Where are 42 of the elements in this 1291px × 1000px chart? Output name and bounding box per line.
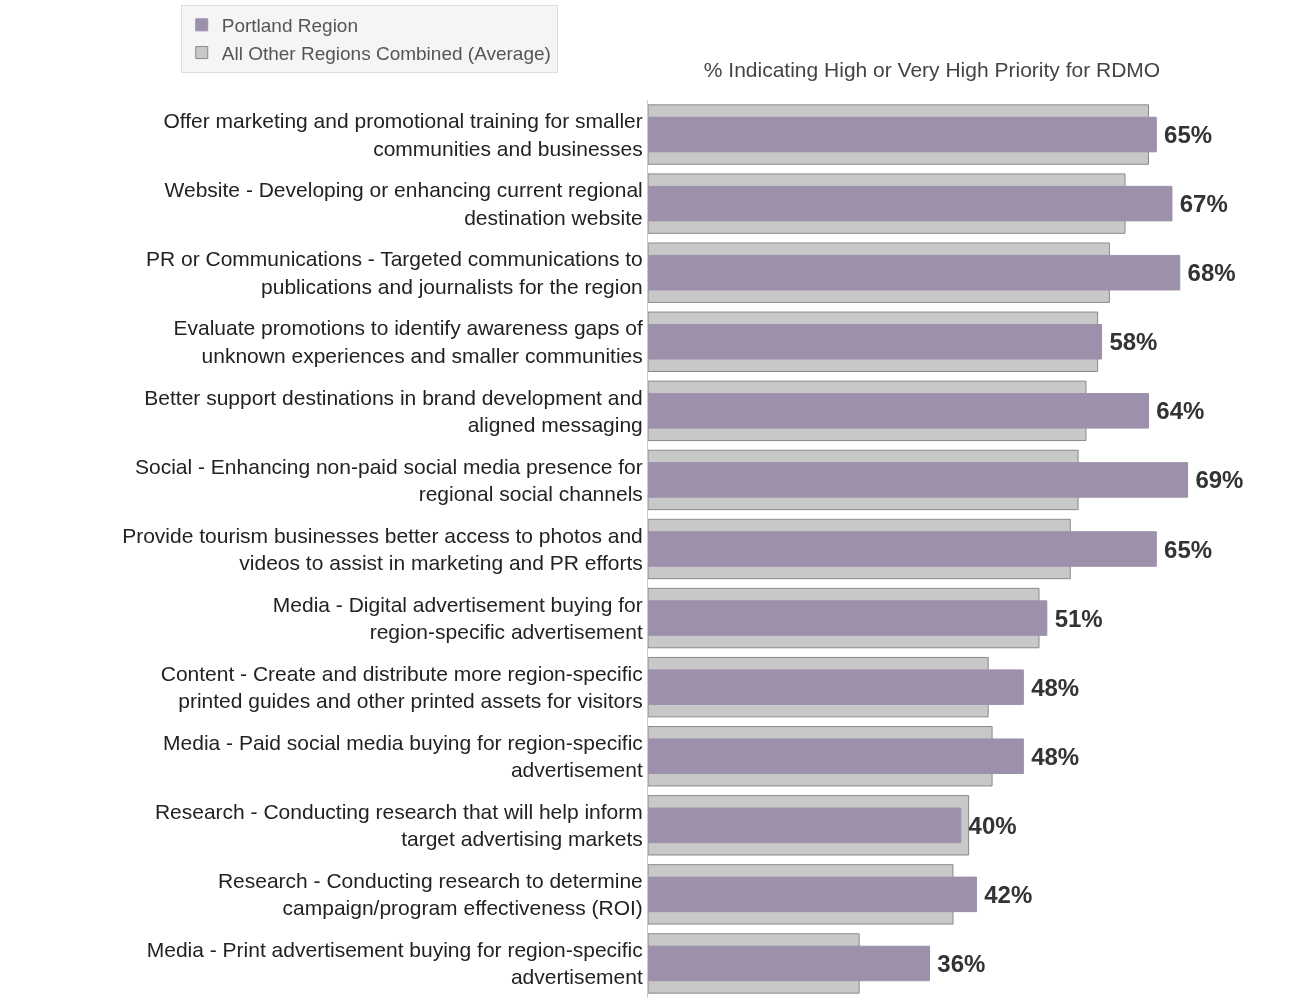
y-tick-label: Provide tourism businesses better access to photos and videos to assist in marketing and PR efforts — [122, 523, 643, 574]
data-label: 40% — [963, 811, 1017, 839]
data-label: 68% — [1182, 259, 1236, 287]
data-label: 67% — [1174, 190, 1228, 218]
bar — [648, 738, 1024, 774]
bar — [648, 185, 1173, 222]
y-tick-label: Content - Create and distribute more region-specific printed guides and other printed assets for visitors — [160, 661, 643, 713]
data-label: 42% — [979, 880, 1033, 908]
data-label: 65% — [1159, 121, 1213, 149]
y-tick-label: Research - Conducting research to determine campaign/program effectiveness (ROI) — [217, 869, 643, 920]
y-tick-label: Offer marketing and promotional training for smaller communities and businesses — [163, 109, 643, 160]
y-tick-label: Website - Developing or enhancing current regional destination website — [164, 178, 643, 229]
bar — [648, 807, 962, 844]
bar — [648, 393, 1149, 429]
y-tick-label: Media - Print advertisement buying for region-specific advertisement — [146, 938, 643, 989]
bar — [648, 600, 1048, 636]
y-tick-label: Media - Digital advertisement buying for region-specific advertisement — [272, 592, 643, 644]
y-tick-label: Social - Enhancing non-paid social media presence for regional social channels — [135, 454, 643, 505]
bar — [648, 669, 1024, 705]
bar — [648, 462, 1189, 498]
y-tick-label: Evaluate promotions to identify awareness gaps of unknown experiences and smaller communities — [173, 316, 643, 367]
y-tick-label: Research - Conducting research that will help inform target advertising markets — [154, 800, 643, 851]
bar — [648, 116, 1157, 153]
data-label: 58% — [1104, 328, 1158, 356]
data-label: 51% — [1049, 604, 1103, 632]
y-tick-label: Better support destinations in brand development and aligned messaging — [144, 385, 643, 436]
bar — [648, 254, 1181, 291]
bar — [648, 945, 931, 982]
bar — [648, 531, 1157, 567]
data-label: 48% — [1026, 673, 1080, 701]
data-label: 69% — [1190, 466, 1244, 494]
legend-label: Portland Region — [221, 15, 359, 37]
y-tick-label: Media - Paid social media buying for region-specific advertisement — [163, 730, 643, 782]
bar — [648, 876, 977, 913]
data-label: 48% — [1026, 742, 1080, 770]
data-label: 64% — [1151, 397, 1205, 425]
data-label: 65% — [1159, 535, 1213, 563]
data-label: 36% — [932, 949, 986, 977]
y-tick-label: PR or Communications - Targeted communications to publications and journalists for the region — [145, 247, 643, 298]
bar — [648, 324, 1103, 360]
x-axis-title: % Indicating High or Very High Priority for RDMO — [703, 58, 1161, 82]
legend-label: All Other Regions Combined (Average) — [221, 42, 551, 64]
